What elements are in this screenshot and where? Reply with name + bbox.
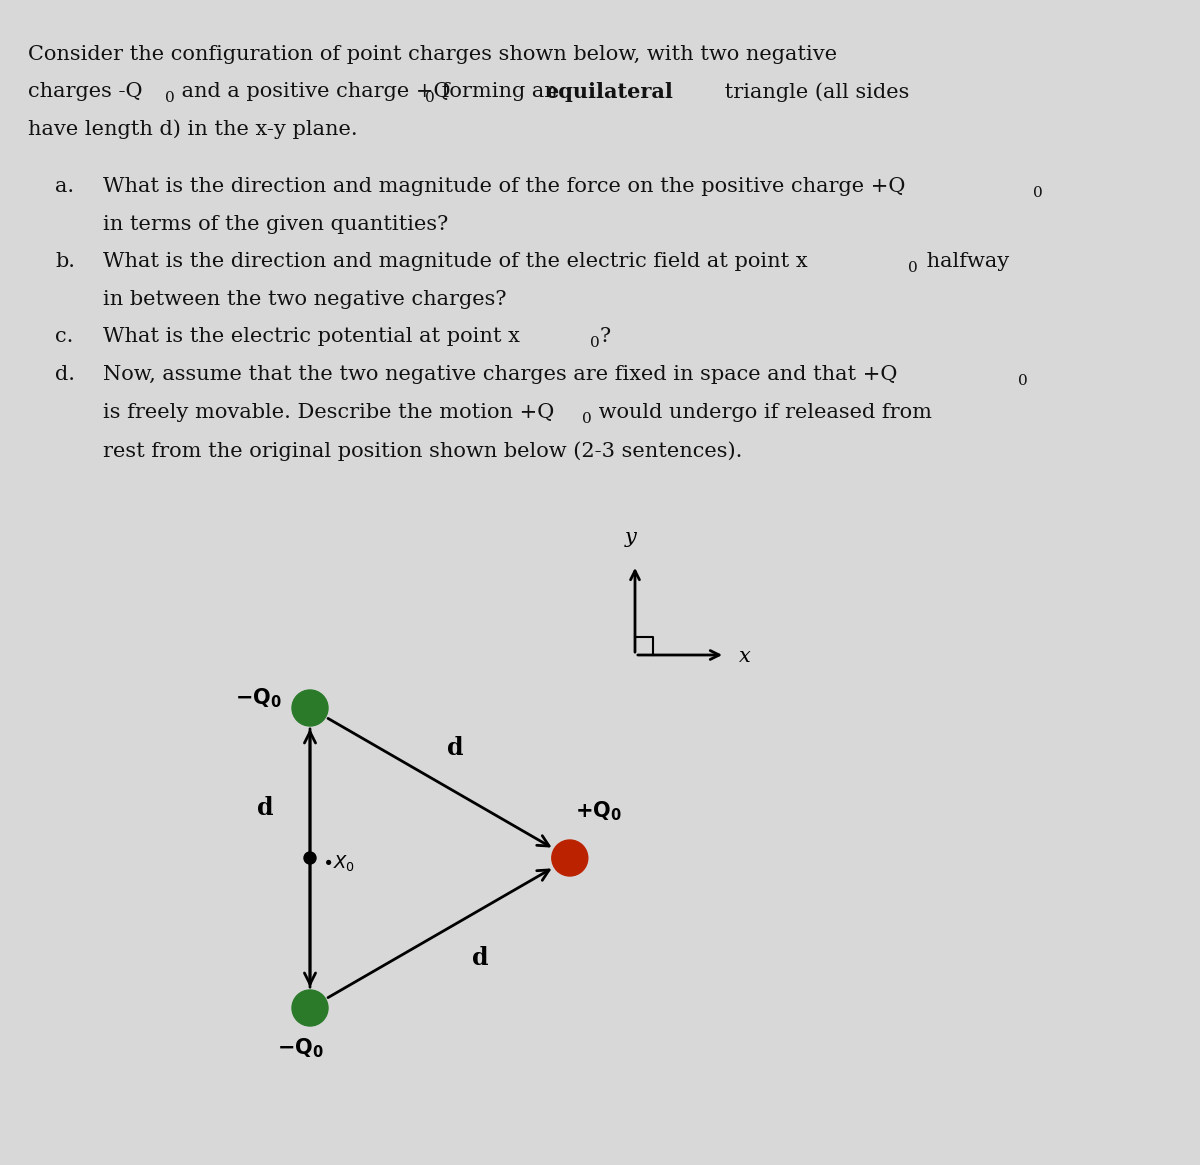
Text: What is the direction and magnitude of the force on the positive charge +Q: What is the direction and magnitude of t… [103,177,905,196]
Text: and a positive charge +Q: and a positive charge +Q [175,82,450,101]
Text: y: y [625,528,637,548]
Text: What is the direction and magnitude of the electric field at point x: What is the direction and magnitude of t… [103,252,808,271]
Text: ?: ? [600,327,611,346]
Text: d.: d. [55,365,74,384]
Text: 0: 0 [582,412,592,426]
Circle shape [292,990,328,1026]
Text: halfway: halfway [920,252,1009,271]
Text: d: d [446,736,463,760]
Text: c.: c. [55,327,73,346]
Text: $\mathbf{-Q_0}$: $\mathbf{-Q_0}$ [276,1036,324,1060]
Text: d: d [472,946,488,970]
Circle shape [304,852,316,864]
Text: would undergo if released from: would undergo if released from [592,403,932,422]
Text: triangle (all sides: triangle (all sides [718,82,910,101]
Text: charges -Q: charges -Q [28,82,143,101]
Text: equilateral: equilateral [545,82,673,103]
Text: 0: 0 [1018,374,1027,388]
Text: 0: 0 [1033,186,1043,200]
Text: forming an: forming an [436,82,564,101]
Text: rest from the original position shown below (2-3 sentences).: rest from the original position shown be… [103,442,743,460]
Circle shape [292,690,328,726]
Text: 0: 0 [425,91,434,105]
Text: 0: 0 [166,91,175,105]
Text: Consider the configuration of point charges shown below, with two negative: Consider the configuration of point char… [28,45,838,64]
Text: b.: b. [55,252,74,271]
Text: a.: a. [55,177,74,196]
Text: d: d [257,796,274,820]
Text: Now, assume that the two negative charges are fixed in space and that +Q: Now, assume that the two negative charge… [103,365,898,384]
Text: in between the two negative charges?: in between the two negative charges? [103,290,506,309]
Circle shape [552,840,588,876]
Text: 0: 0 [590,336,600,350]
Text: x: x [739,648,751,666]
Text: $\mathbf{+Q_0}$: $\mathbf{+Q_0}$ [575,799,622,822]
Text: is freely movable. Describe the motion +Q: is freely movable. Describe the motion +… [103,403,554,422]
Text: What is the electric potential at point x: What is the electric potential at point … [103,327,520,346]
Text: 0: 0 [908,261,918,275]
Text: have length d) in the x-y plane.: have length d) in the x-y plane. [28,119,358,139]
Text: in terms of the given quantities?: in terms of the given quantities? [103,216,449,234]
Text: $\mathbf{-Q_0}$: $\mathbf{-Q_0}$ [235,686,282,709]
Text: $\bullet X_0$: $\bullet X_0$ [322,853,355,873]
